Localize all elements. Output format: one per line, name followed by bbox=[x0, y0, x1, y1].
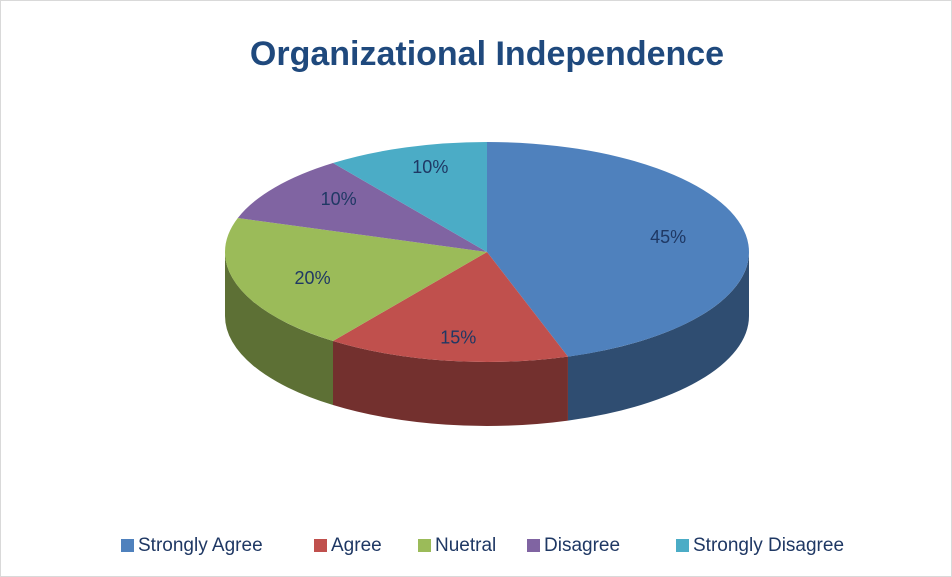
legend-label: Agree bbox=[331, 535, 382, 556]
legend-swatch bbox=[676, 539, 689, 552]
pie-slice bbox=[487, 142, 749, 357]
data-label: 45% bbox=[650, 227, 686, 247]
legend-label: Disagree bbox=[544, 535, 620, 556]
legend-swatch bbox=[418, 539, 431, 552]
legend-label: Strongly Disagree bbox=[693, 535, 844, 556]
pie-side bbox=[225, 252, 334, 405]
pie-side bbox=[567, 252, 749, 421]
pie-slice bbox=[225, 218, 487, 341]
legend-label: Strongly Agree bbox=[138, 535, 263, 556]
pie-slice bbox=[333, 252, 568, 362]
data-label: 20% bbox=[295, 268, 331, 288]
data-label: 15% bbox=[440, 328, 476, 348]
pie-side bbox=[333, 340, 568, 426]
chart-title: Organizational Independence bbox=[250, 35, 724, 73]
pie-slice bbox=[333, 142, 487, 252]
legend-swatch bbox=[121, 539, 134, 552]
legend-label: Nuetral bbox=[435, 535, 496, 556]
legend-swatch bbox=[314, 539, 327, 552]
legend-swatch bbox=[527, 539, 540, 552]
data-label: 10% bbox=[412, 157, 448, 177]
data-label: 10% bbox=[321, 189, 357, 209]
pie-slice bbox=[237, 163, 487, 252]
